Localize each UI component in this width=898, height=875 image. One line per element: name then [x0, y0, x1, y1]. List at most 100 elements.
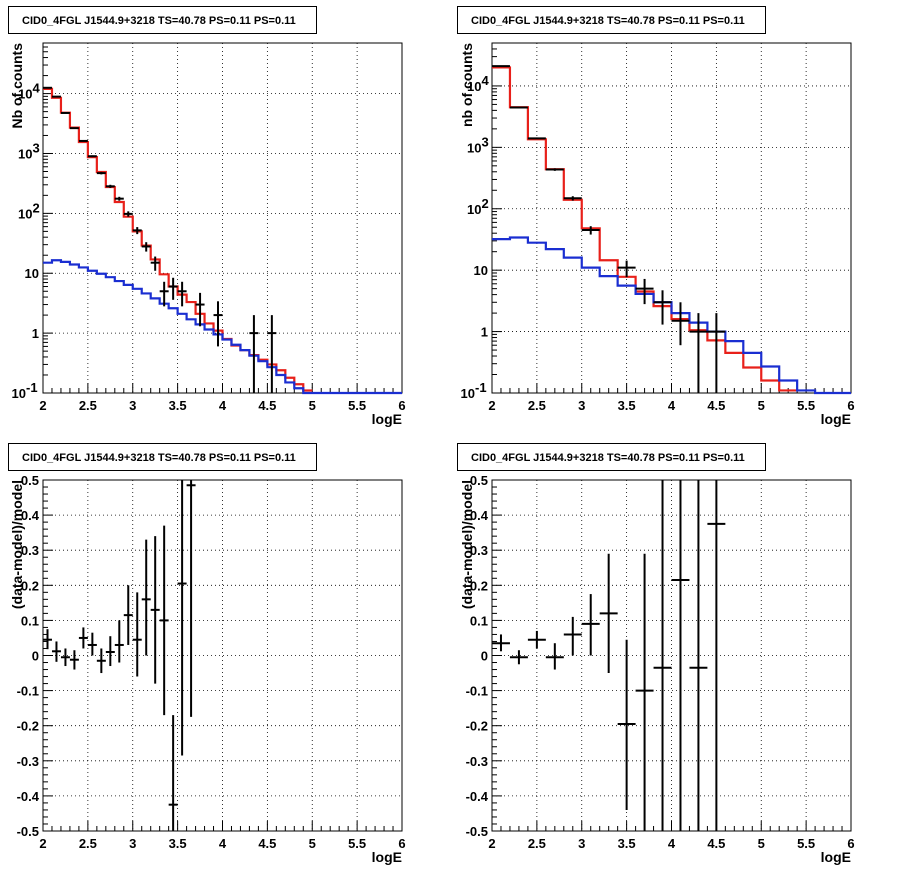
plot-frame	[42, 479, 403, 832]
x-tick-label: 3.5	[618, 398, 636, 413]
x-tick-label: 4.5	[707, 836, 725, 851]
plot-frame	[491, 479, 852, 832]
data-point	[141, 242, 151, 252]
data-point	[69, 650, 79, 670]
y-tick-label: 0.1	[470, 613, 488, 628]
y-tick-label: -0.3	[17, 754, 39, 769]
y-tick-label: -0.2	[466, 719, 488, 734]
data-point	[617, 260, 636, 278]
data-point	[78, 139, 88, 142]
data-point	[509, 650, 528, 665]
y-tick-label: 10	[474, 263, 488, 278]
data-point	[43, 629, 52, 650]
y-tick-labels: -0.5 -0.4 -0.3 -0.2 -0.1 0 0.1 0.2 0.3 0.4 0.5	[466, 473, 489, 839]
data-point	[87, 632, 97, 656]
data-point	[707, 480, 726, 831]
x-tick-label: 2.5	[79, 836, 97, 851]
title-text: CID0_4FGL J1544.9+3218 TS=40.78 PS=0.11 …	[22, 452, 296, 464]
x-tick-label: 5	[758, 398, 765, 413]
x-tick-label: 4.5	[258, 398, 276, 413]
x-tick-label: 3.5	[169, 836, 187, 851]
data-point	[581, 226, 600, 235]
data-point	[150, 256, 160, 271]
grid-lines	[43, 480, 402, 831]
x-tick-label: 4	[219, 836, 227, 851]
data-point	[689, 313, 708, 393]
x-axis-title: logE	[372, 411, 402, 427]
chart-title: CID0_4FGL J1544.9+3218 TS=40.78 PS=0.11 …	[457, 6, 766, 34]
x-tick-label: 3	[578, 836, 585, 851]
data-point	[96, 648, 106, 674]
x-tick-label: 5	[309, 398, 316, 413]
y-tick-exponent: 3	[33, 140, 40, 155]
data-point	[69, 127, 79, 130]
x-tick-label: 5	[309, 836, 316, 851]
y-axis-title: nb of counts	[459, 43, 475, 127]
y-tick-exponent: 2	[482, 196, 489, 211]
data-point	[599, 553, 618, 674]
data-point	[96, 171, 106, 175]
data-point	[707, 313, 726, 393]
data-points	[492, 480, 726, 831]
chart-title: CID0_4FGL J1544.9+3218 TS=40.78 PS=0.11 …	[457, 443, 766, 471]
x-axis-title: logE	[821, 849, 851, 865]
y-tick-label: 0.1	[21, 613, 39, 628]
panel-bottom-left: CID0_4FGL J1544.9+3218 TS=40.78 PS=0.11 …	[8, 443, 406, 865]
data-point	[563, 616, 582, 656]
title-text: CID0_4FGL J1544.9+3218 TS=40.78 PS=0.11 …	[471, 452, 745, 464]
y-tick-label: -0.3	[466, 754, 488, 769]
chart-title: CID0_4FGL J1544.9+3218 TS=40.78 PS=0.11 …	[8, 443, 317, 471]
x-tick-label: 3.5	[618, 836, 636, 851]
data-point	[563, 196, 582, 201]
data-points	[43, 86, 277, 393]
data-point	[51, 95, 61, 98]
data-point	[132, 227, 142, 235]
x-axis-title: logE	[821, 411, 851, 427]
y-tick-label: -0.1	[17, 684, 39, 699]
y-tick-label: 0.4	[470, 508, 489, 523]
x-tick-label: 2.5	[528, 398, 546, 413]
data-point	[653, 480, 672, 831]
x-tick-label: 2.5	[79, 398, 97, 413]
data-point	[195, 292, 205, 327]
grid-lines	[492, 43, 851, 393]
x-tick-label: 2	[39, 836, 46, 851]
data-point	[105, 184, 115, 188]
data-point	[617, 639, 636, 810]
y-tick-label: -0.4	[17, 789, 40, 804]
plot-frame	[42, 42, 403, 394]
x-tick-label: 3	[129, 836, 136, 851]
y-tick-label: 10	[12, 386, 26, 401]
data-point	[159, 525, 169, 716]
data-point	[105, 636, 115, 667]
data-point	[123, 585, 133, 645]
data-point	[168, 277, 178, 300]
title-box	[8, 443, 317, 471]
data-point	[653, 290, 672, 325]
y-tick-exponent: 3	[482, 134, 489, 149]
y-tick-label: 10	[18, 146, 32, 161]
data-points	[43, 480, 196, 831]
y-tick-label: 1	[481, 325, 488, 340]
data-point	[51, 641, 61, 662]
y-tick-labels: -0.5 -0.4 -0.3 -0.2 -0.1 0 0.1 0.2 0.3 0.4 0.5	[17, 473, 40, 839]
data-point	[527, 630, 546, 649]
series-line-1	[492, 66, 798, 392]
y-tick-label: 10	[461, 386, 475, 401]
grid-lines	[492, 480, 851, 831]
panel-top-right: CID0_4FGL J1544.9+3218 TS=40.78 PS=0.11 …	[457, 6, 855, 427]
y-tick-exponent: -1	[26, 380, 38, 395]
x-tick-label: 4.5	[258, 836, 276, 851]
title-text: CID0_4FGL J1544.9+3218 TS=40.78 PS=0.11 …	[471, 15, 745, 27]
y-tick-exponent: 4	[33, 81, 41, 96]
x-tick-label: 4	[219, 398, 227, 413]
data-point	[527, 137, 546, 140]
plot-frame	[491, 42, 852, 394]
data-point	[581, 594, 600, 656]
y-tick-label: 0.2	[470, 578, 488, 593]
x-tick-labels: 2 2.5 3 3.5 4 4.5 5 5.5 6	[488, 398, 854, 413]
data-point	[123, 211, 133, 217]
data-point	[141, 539, 151, 656]
data-points	[492, 65, 726, 393]
